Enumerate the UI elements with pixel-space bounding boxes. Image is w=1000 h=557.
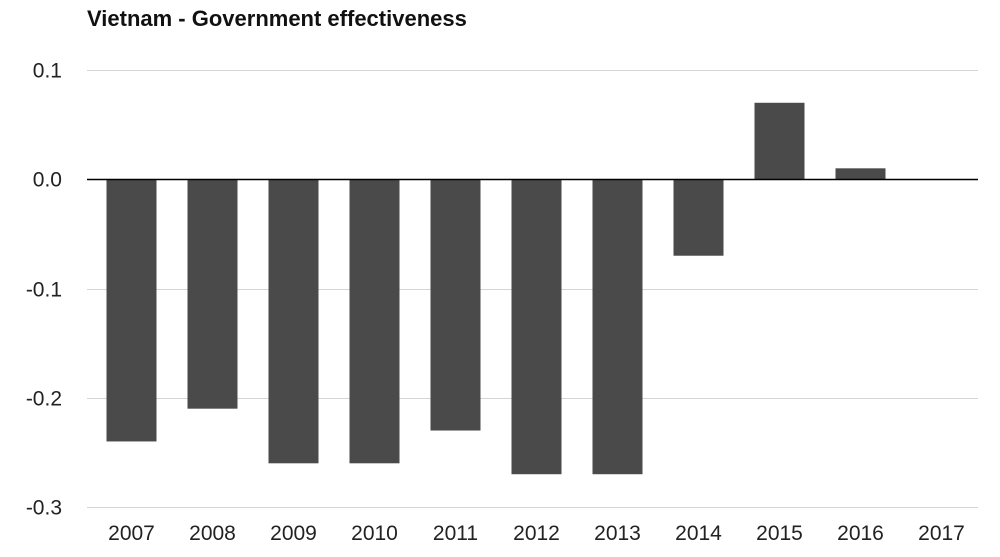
x-tick-label: 2017 <box>918 522 965 545</box>
x-tick-label: 2015 <box>756 522 803 545</box>
x-tick-label: 2010 <box>351 522 398 545</box>
bar-2015 <box>754 102 805 180</box>
x-tick-label: 2007 <box>108 522 155 545</box>
x-tick-label: 2013 <box>594 522 641 545</box>
y-tick-label: -0.2 <box>26 388 62 411</box>
x-axis-tick-labels: 2007 2008 2009 2010 2011 2012 2013 2014 2015 2016… <box>108 522 965 545</box>
bar-2010 <box>349 179 400 464</box>
bars <box>106 102 886 475</box>
x-tick-label: 2016 <box>837 522 884 545</box>
x-tick-label: 2008 <box>189 522 236 545</box>
bar-2016 <box>835 168 886 180</box>
y-tick-label: -0.3 <box>26 497 62 520</box>
bar-2009 <box>268 179 319 464</box>
y-axis-tick-labels: 0.1 0.0 -0.1 -0.2 -0.3 <box>26 60 62 520</box>
bar-2014 <box>673 179 724 256</box>
x-tick-label: 2014 <box>675 522 722 545</box>
y-tick-label: 0.0 <box>33 169 62 192</box>
y-tick-label: -0.1 <box>26 279 62 302</box>
x-tick-label: 2011 <box>433 522 478 545</box>
x-tick-label: 2012 <box>513 522 560 545</box>
bar-2012 <box>511 179 562 475</box>
bar-2008 <box>187 179 238 409</box>
y-tick-label: 0.1 <box>33 60 62 83</box>
bar-2011 <box>430 179 481 431</box>
chart-title: Vietnam - Government effectiveness <box>87 6 467 31</box>
x-tick-label: 2009 <box>270 522 317 545</box>
bar-2007 <box>106 179 157 442</box>
bar-2013 <box>592 179 643 475</box>
